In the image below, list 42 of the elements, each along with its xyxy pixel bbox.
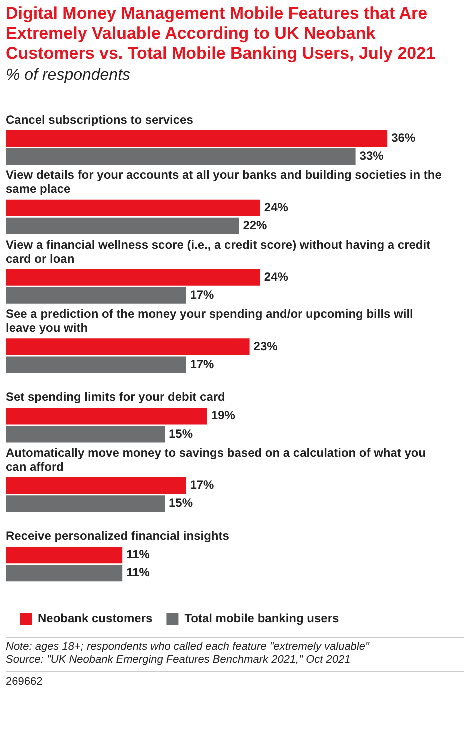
bar [6,408,208,425]
y-tick-label: Receive personalized financial insights [6,529,230,544]
data-label: 17% [190,357,215,372]
data-label: 33% [360,149,384,164]
legend-label: Total mobile banking users [184,611,340,626]
data-label: 24% [264,200,289,214]
bar [6,356,186,374]
y-tick-label: See a prediction of the money your spending and/or upcoming bills will leave you with [6,306,414,335]
data-label: 23% [254,339,278,354]
bar [6,200,260,216]
data-label: 15% [169,496,194,510]
y-tick-label: View a financial wellness score (i.e., a credit score) without having a credit card or loan [6,238,432,266]
data-label: 24% [264,270,289,284]
bar [6,269,260,286]
data-label: 11% [126,548,150,562]
source-note: Source: "UK Neobank Emerging Features Benchmark 2021," Oct 2021 [6,654,352,667]
data-label: 17% [190,478,215,492]
y-tick-label: Cancel subscriptions to services [6,112,194,127]
legend-label: Neobank customers [38,611,154,626]
bar [6,496,165,512]
y-tick-label: Set spending limits for your debit card [6,390,226,404]
data-label: 22% [243,218,268,232]
bar [6,148,356,166]
bar [6,218,240,234]
bar [6,287,186,304]
bar [6,478,186,494]
bar [6,546,123,564]
text: 269662 [6,671,464,688]
bar [6,130,388,147]
bar [6,426,165,443]
data-label: 17% [190,288,215,302]
chart-title: Digital Money Management Mobile Features that Are Extremely Valuable According to UK Neobank Customers vs. Total Mobile Banking Users, July 2021 [6,4,437,64]
chart-subtitle: % of respondents [6,67,132,85]
bar [6,565,123,582]
text: Note: ages 18+; respondents who called each feature "extremely valuable" [6,641,371,654]
bar [6,338,250,356]
data-label: 15% [169,426,194,441]
y-tick-label: View details for your accounts at all your banks and building societies in the same place [6,168,443,196]
y-tick-label: Automatically move money to savings based on a calculation of what you can afford [6,446,428,474]
data-label: 11% [126,566,150,580]
data-label: 19% [211,408,236,423]
data-label: 36% [392,131,416,145]
